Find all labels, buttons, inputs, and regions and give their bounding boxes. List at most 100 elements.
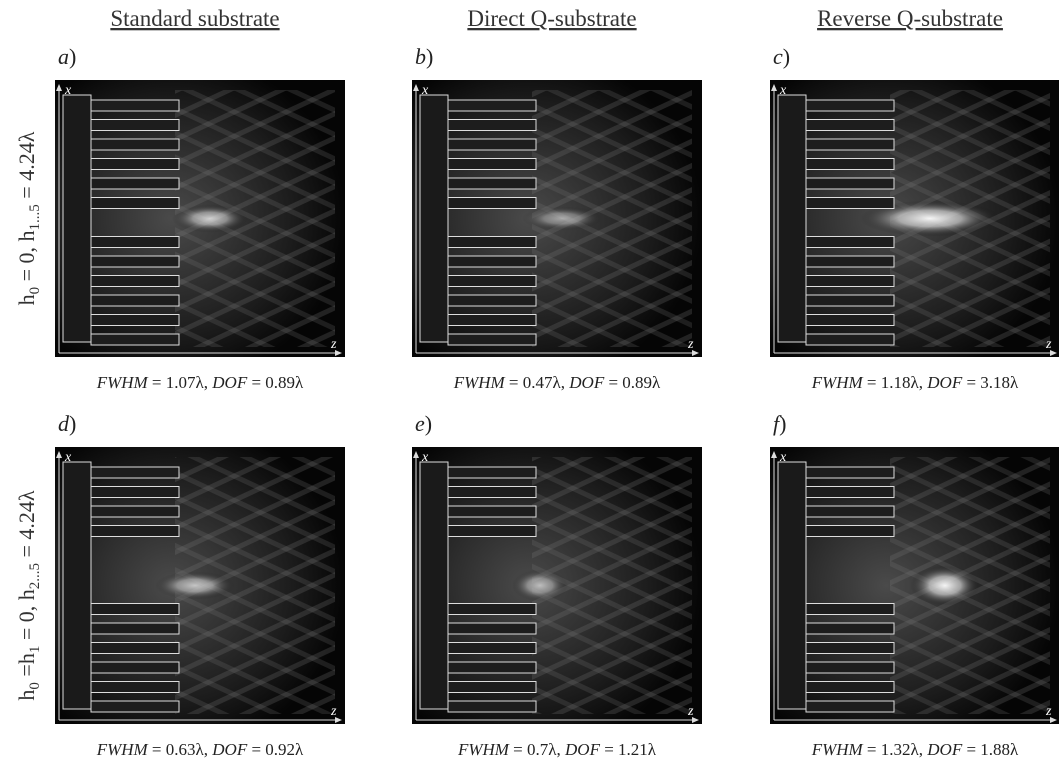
finger: [91, 467, 179, 478]
fwhm-label: FWHM: [811, 373, 864, 392]
finger: [91, 139, 179, 150]
finger: [448, 623, 536, 634]
dof-value: = 1.21λ: [600, 740, 657, 759]
finger: [448, 198, 536, 209]
caption: FWHM = 1.32λ, DOF = 1.88λ: [811, 740, 1019, 759]
finger: [448, 467, 536, 478]
figure: Standard substrate Direct Q-substrate Reve…: [0, 0, 1059, 773]
panel-paren: ): [783, 44, 790, 69]
finger: [448, 487, 536, 498]
panel-label: a): [58, 44, 76, 69]
finger: [448, 604, 536, 615]
finger: [91, 682, 179, 693]
panel-label: d): [58, 411, 76, 436]
finger: [448, 682, 536, 693]
panel-label: b): [415, 44, 433, 69]
panel-paren: ): [425, 411, 432, 436]
dof-label: DOF: [568, 373, 605, 392]
caption: FWHM = 1.07λ, DOF = 0.89λ: [96, 373, 304, 392]
row-label-text: h: [14, 294, 39, 305]
axis-label-z: z: [1045, 704, 1052, 719]
finger: [806, 120, 894, 131]
dof-value: = 1.88λ: [962, 740, 1019, 759]
focus-spot: [910, 566, 980, 606]
finger: [91, 662, 179, 673]
finger: [448, 120, 536, 131]
finger: [806, 643, 894, 654]
substrate: [63, 462, 91, 709]
substrate: [420, 95, 448, 342]
row-label-text: = 4.24λ: [14, 490, 39, 563]
dof-value: = 0.92λ: [247, 740, 304, 759]
substrate: [63, 95, 91, 342]
finger: [91, 120, 179, 131]
axis-label-x: x: [779, 83, 787, 98]
finger: [448, 159, 536, 170]
fwhm-label: FWHM: [96, 740, 149, 759]
fwhm-value: = 1.07λ,: [148, 373, 213, 392]
finger: [91, 506, 179, 517]
finger: [448, 276, 536, 287]
finger: [806, 682, 894, 693]
finger: [91, 487, 179, 498]
axis-label-x: x: [64, 450, 72, 465]
finger: [806, 100, 894, 111]
dof-value: = 3.18λ: [962, 373, 1019, 392]
finger: [806, 198, 894, 209]
finger: [806, 178, 894, 189]
finger: [91, 334, 179, 345]
axis-label-z: z: [1045, 337, 1052, 352]
finger: [91, 526, 179, 537]
finger: [806, 315, 894, 326]
column-header: Standard substrate: [110, 6, 279, 31]
panel-letter: c: [773, 44, 783, 69]
finger: [806, 701, 894, 712]
focus-spot: [512, 570, 568, 602]
panel-paren: ): [779, 411, 786, 436]
fwhm-label: FWHM: [811, 740, 864, 759]
panel-letter: a: [58, 44, 69, 69]
finger: [806, 237, 894, 248]
finger: [806, 467, 894, 478]
finger: [91, 256, 179, 267]
panel-label: e): [415, 411, 432, 436]
focus-spot: [172, 205, 248, 233]
finger: [91, 643, 179, 654]
finger: [448, 178, 536, 189]
dof-value: = 0.89λ: [247, 373, 304, 392]
subscript: 1: [27, 646, 43, 654]
column-header: Reverse Q-substrate: [817, 6, 1003, 31]
finger: [448, 256, 536, 267]
axis-label-z: z: [687, 704, 694, 719]
finger: [806, 159, 894, 170]
finger: [91, 198, 179, 209]
row-label-text: h: [14, 690, 39, 701]
finger: [448, 315, 536, 326]
column-header: Direct Q-substrate: [467, 6, 636, 31]
finger: [806, 623, 894, 634]
row-label: h0 =h1 = 0, h2...5 = 4.24λ: [14, 490, 43, 701]
row-label-text: =h: [14, 653, 39, 682]
panel-letter: b: [415, 44, 426, 69]
finger: [91, 237, 179, 248]
axis-label-x: x: [779, 450, 787, 465]
row-label-text: = 0, h: [14, 230, 39, 286]
caption: FWHM = 0.7λ, DOF = 1.21λ: [457, 740, 657, 759]
substrate: [778, 95, 806, 342]
dof-label: DOF: [211, 740, 248, 759]
finger: [91, 295, 179, 306]
panel-label: c): [773, 44, 790, 69]
finger: [806, 662, 894, 673]
panel: d) x z FWHM = 0.63λ, DOF = 0.92λ: [55, 411, 345, 759]
finger: [91, 701, 179, 712]
axis-label-z: z: [330, 704, 337, 719]
subscript: 0: [27, 682, 43, 690]
finger: [448, 662, 536, 673]
panel-paren: ): [426, 44, 433, 69]
fwhm-value: = 1.18λ,: [863, 373, 928, 392]
fwhm-value: = 0.63λ,: [148, 740, 213, 759]
finger: [806, 526, 894, 537]
finger: [91, 315, 179, 326]
